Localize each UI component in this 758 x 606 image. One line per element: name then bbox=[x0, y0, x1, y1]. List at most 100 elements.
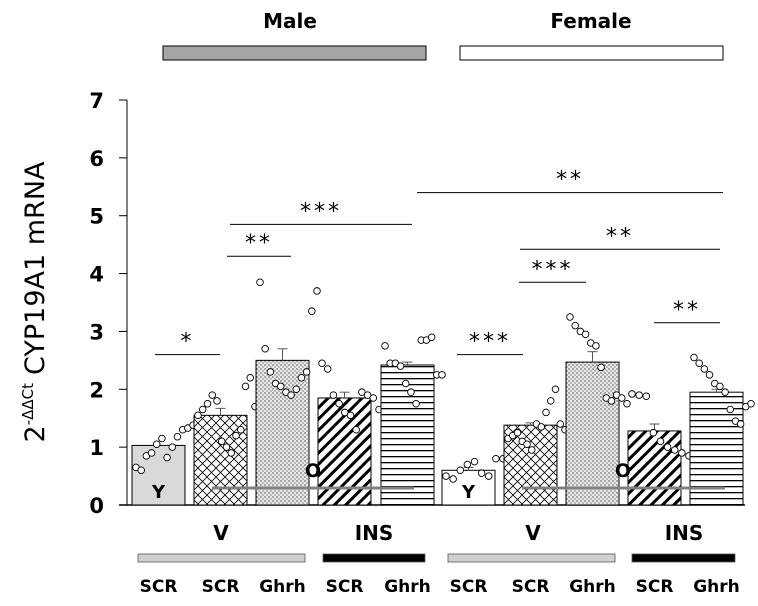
data-point bbox=[313, 287, 321, 295]
y-tick-label: 5 bbox=[89, 205, 104, 229]
y-tick-label: 2 bbox=[89, 378, 104, 402]
y-tick-label: 4 bbox=[89, 263, 104, 287]
data-point bbox=[241, 382, 250, 391]
data-point bbox=[592, 342, 600, 350]
data-point bbox=[542, 408, 550, 417]
data-point bbox=[369, 394, 378, 402]
data-point bbox=[470, 457, 479, 466]
data-point bbox=[556, 420, 565, 428]
y-tick-label: 3 bbox=[89, 320, 104, 344]
data-point bbox=[261, 345, 269, 353]
data-point bbox=[513, 428, 522, 437]
treatment-bar bbox=[137, 553, 306, 563]
data-point bbox=[329, 391, 338, 399]
data-point bbox=[492, 454, 500, 463]
data-point bbox=[401, 379, 410, 388]
data-point bbox=[346, 411, 355, 420]
data-point bbox=[173, 432, 182, 441]
data-point bbox=[716, 382, 724, 391]
data-point bbox=[607, 397, 616, 405]
significance-stars: ** bbox=[673, 298, 701, 323]
treatment-label: INS bbox=[665, 521, 704, 545]
data-point bbox=[695, 359, 703, 368]
treatment-bar bbox=[631, 553, 736, 563]
data-point bbox=[222, 443, 231, 451]
data-point bbox=[412, 400, 420, 408]
data-point bbox=[396, 362, 405, 370]
sex-group-bar bbox=[459, 45, 724, 61]
significance-stars: * bbox=[181, 330, 195, 355]
data-point bbox=[678, 449, 686, 457]
age-label-young: Y bbox=[461, 482, 476, 503]
svg-text:2-ΔΔCtCYP19A1 mRNA: 2-ΔΔCt CYP19A1 mRNA bbox=[19, 161, 51, 442]
x-category-label: SCR bbox=[202, 577, 240, 597]
data-point bbox=[168, 443, 177, 451]
y-label-base: 2 bbox=[20, 425, 51, 442]
data-point bbox=[287, 391, 295, 399]
age-label-old: O bbox=[615, 460, 631, 482]
data-point bbox=[690, 353, 698, 362]
bar bbox=[255, 359, 310, 506]
data-point bbox=[456, 466, 465, 475]
x-category-label: SCR bbox=[326, 577, 364, 597]
y-tick-label: 6 bbox=[89, 147, 104, 171]
data-point bbox=[485, 472, 493, 480]
data-point bbox=[571, 321, 579, 330]
data-point bbox=[736, 420, 745, 428]
data-point bbox=[363, 391, 372, 399]
data-point bbox=[318, 359, 326, 368]
data-point bbox=[297, 373, 306, 382]
data-point bbox=[276, 382, 285, 391]
bar bbox=[565, 361, 620, 506]
data-point bbox=[528, 446, 536, 454]
data-point bbox=[236, 426, 245, 434]
treatment-label: V bbox=[213, 521, 229, 545]
x-category-label: SCR bbox=[140, 577, 178, 597]
y-axis-label: 2-ΔΔCt CYP19A1 mRNA bbox=[19, 161, 51, 442]
data-point bbox=[463, 460, 472, 469]
data-point bbox=[232, 431, 240, 440]
data-point bbox=[341, 408, 349, 417]
treatment-label: V bbox=[525, 521, 541, 545]
data-point bbox=[449, 475, 457, 483]
sex-group-label: Male bbox=[263, 9, 317, 33]
data-point bbox=[618, 394, 626, 402]
data-point bbox=[256, 278, 264, 287]
data-point bbox=[628, 390, 636, 398]
significance-stars: ** bbox=[556, 168, 584, 193]
data-point bbox=[203, 400, 212, 408]
x-category-label: Ghrh bbox=[259, 577, 306, 597]
data-point bbox=[213, 397, 221, 405]
y-label-main: CYP19A1 mRNA bbox=[20, 161, 51, 375]
treatment-bar bbox=[447, 553, 616, 563]
data-point bbox=[266, 368, 275, 376]
y-tick-label: 7 bbox=[89, 89, 104, 113]
data-point bbox=[477, 469, 486, 477]
data-point bbox=[726, 405, 735, 414]
data-point bbox=[635, 391, 643, 399]
y-tick-label: 0 bbox=[89, 494, 104, 518]
x-category-label: Ghrh bbox=[693, 577, 740, 597]
data-point bbox=[227, 449, 235, 457]
treatment-bar bbox=[322, 553, 426, 563]
x-category-label: SCR bbox=[450, 577, 488, 597]
data-point bbox=[551, 385, 560, 394]
data-point bbox=[302, 368, 311, 376]
data-point bbox=[663, 443, 672, 451]
y-tick-label: 1 bbox=[89, 436, 104, 460]
data-point bbox=[438, 371, 446, 379]
bar bbox=[689, 391, 744, 506]
data-point bbox=[671, 446, 679, 454]
significance-stars: ** bbox=[606, 224, 634, 249]
data-point bbox=[208, 391, 216, 399]
data-point bbox=[147, 449, 156, 457]
data-point bbox=[292, 385, 301, 394]
data-point bbox=[427, 333, 436, 341]
data-point bbox=[381, 342, 389, 350]
data-point bbox=[352, 426, 360, 434]
data-point bbox=[721, 388, 729, 396]
significance-stars: ** bbox=[245, 231, 273, 256]
bar bbox=[380, 364, 435, 506]
x-category-label: SCR bbox=[636, 577, 674, 597]
